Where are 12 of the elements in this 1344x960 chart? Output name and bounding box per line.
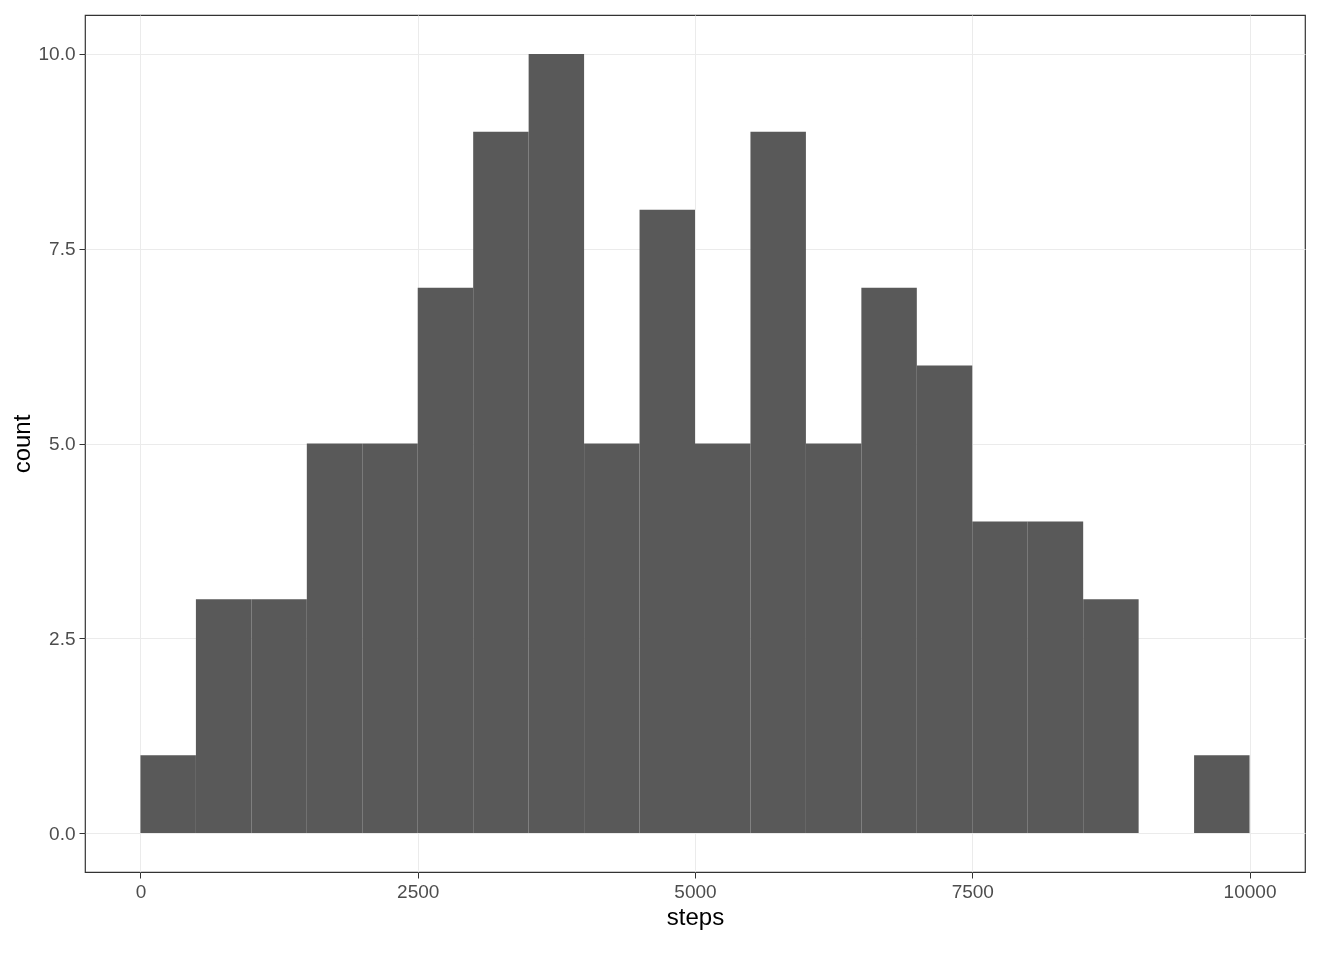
y-tick-label: 10.0 <box>38 43 76 65</box>
x-axis-title: steps <box>666 902 725 930</box>
x-tick-label: 0 <box>135 880 147 902</box>
x-tick-label: 5000 <box>674 880 717 902</box>
y-tick-label: 2.5 <box>49 627 76 649</box>
x-tick-label: 2500 <box>397 880 440 902</box>
y-tick-label: 0.0 <box>49 822 76 844</box>
y-tick-label: 5.0 <box>49 433 76 454</box>
x-tick-label: 10000 <box>1223 880 1277 902</box>
y-axis-title: count <box>7 414 35 474</box>
x-tick-label: 7500 <box>951 880 994 902</box>
y-tick-label: 7.5 <box>49 238 76 260</box>
